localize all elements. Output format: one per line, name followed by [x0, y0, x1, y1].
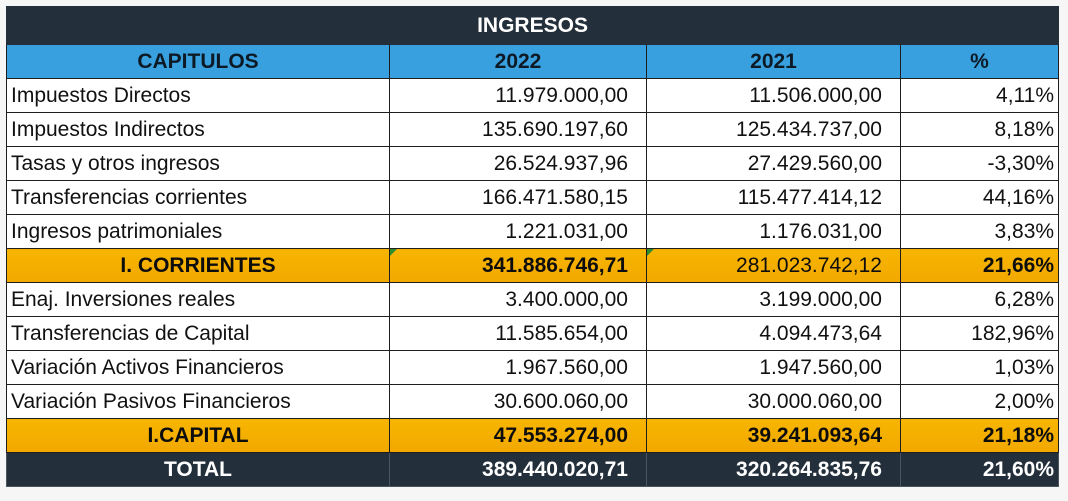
percent-change: 8,18%	[899, 112, 1060, 147]
ingresos-table: INGRESOS CAPITULOS 2022 2021 % Impuestos…	[5, 6, 1060, 487]
row-label: Impuestos Directos	[6, 78, 390, 113]
header-2021: 2021	[646, 44, 901, 79]
row-label: Variación Pasivos Financieros	[6, 384, 390, 419]
value-2022: 135.690.197,60	[389, 112, 647, 147]
percent-change: 6,28%	[899, 282, 1060, 317]
row-label: I.CAPITAL	[6, 418, 390, 453]
row-label: Transferencias corrientes	[6, 180, 390, 215]
table-row: Tasas y otros ingresos 26.524.937,96 27.42…	[6, 146, 1060, 181]
value-2021: 11.506.000,00	[646, 78, 901, 113]
row-label: Transferencias de Capital	[6, 316, 390, 351]
value-2021: 1.176.031,00	[646, 214, 901, 249]
table-row: Transferencias de Capital 11.585.654,00 4.…	[6, 316, 1060, 351]
percent-change: 21,66%	[899, 248, 1060, 283]
value-2021: 4.094.473,64	[646, 316, 901, 351]
value-2022: 30.600.060,00	[389, 384, 647, 419]
value-2022: 166.471.580,15	[389, 180, 647, 215]
percent-change: 182,96%	[899, 316, 1060, 351]
percent-change: 1,03%	[899, 350, 1060, 385]
cell-marker-icon	[647, 249, 654, 256]
value-2021: 27.429.560,00	[646, 146, 901, 181]
value-2022: 341.886.746,71	[389, 248, 647, 283]
percent-change: 4,11%	[899, 78, 1060, 113]
value-2021: 30.000.060,00	[646, 384, 901, 419]
table-row: Impuestos Directos 11.979.000,00 11.506.00…	[6, 78, 1060, 113]
row-label: Enaj. Inversiones reales	[6, 282, 390, 317]
value-2022: 11.979.000,00	[389, 78, 647, 113]
row-label: Tasas y otros ingresos	[6, 146, 390, 181]
subtotal-row: I. CORRIENTES 341.886.746,71 281.023.742,1…	[6, 248, 1060, 283]
value-2022: 26.524.937,96	[389, 146, 647, 181]
table-row: Ingresos patrimoniales 1.221.031,00 1.176.…	[6, 214, 1060, 249]
cell-marker-icon	[390, 249, 397, 256]
table-row: Enaj. Inversiones reales 3.400.000,00 3.19…	[6, 282, 1060, 317]
value-2022: 11.585.654,00	[389, 316, 647, 351]
percent-change: 2,00%	[899, 384, 1060, 419]
header-percent: %	[899, 44, 1060, 79]
table-row: Variación Pasivos Financieros 30.600.060,…	[6, 384, 1060, 419]
value-2022: 3.400.000,00	[389, 282, 647, 317]
header-2022: 2022	[389, 44, 647, 79]
row-label: Ingresos patrimoniales	[6, 214, 390, 249]
value-2021: 125.434.737,00	[646, 112, 901, 147]
value-2021: 1.947.560,00	[646, 350, 901, 385]
value-2022: 1.221.031,00	[389, 214, 647, 249]
table-row: Transferencias corrientes 166.471.580,15 1…	[6, 180, 1060, 215]
percent-change: 21,60%	[899, 452, 1060, 487]
value-2021: 3.199.000,00	[646, 282, 901, 317]
value-2021: 39.241.093,64	[646, 418, 901, 453]
row-label: Variación Activos Financieros	[6, 350, 390, 385]
percent-change: 21,18%	[899, 418, 1060, 453]
header-capitulos: CAPITULOS	[6, 44, 390, 79]
value-2021: 281.023.742,12	[646, 248, 901, 283]
value-2022: 1.967.560,00	[389, 350, 647, 385]
subtotal-row: I.CAPITAL 47.553.274,00 39.241.093,64 21,18…	[6, 418, 1060, 453]
row-label: TOTAL	[6, 452, 390, 487]
row-label: Impuestos Indirectos	[6, 112, 390, 147]
table-row: Impuestos Indirectos 135.690.197,60 125.43…	[6, 112, 1060, 147]
table-title: INGRESOS	[5, 6, 1060, 45]
table-row: Variación Activos Financieros 1.967.560,0…	[6, 350, 1060, 385]
row-label: I. CORRIENTES	[6, 248, 390, 283]
percent-change: 44,16%	[899, 180, 1060, 215]
value-2022: 389.440.020,71	[389, 452, 647, 487]
value-2021: 320.264.835,76	[646, 452, 901, 487]
percent-change: -3,30%	[899, 146, 1060, 181]
percent-change: 3,83%	[899, 214, 1060, 249]
value-2021: 115.477.414,12	[646, 180, 901, 215]
value-2022: 47.553.274,00	[389, 418, 647, 453]
total-row: TOTAL 389.440.020,71 320.264.835,76 21,60%	[6, 452, 1060, 487]
